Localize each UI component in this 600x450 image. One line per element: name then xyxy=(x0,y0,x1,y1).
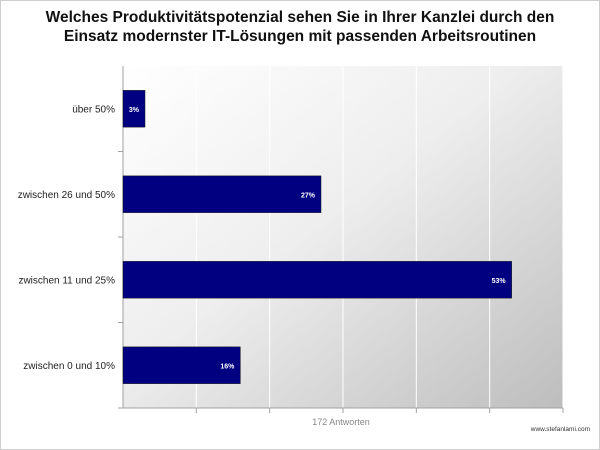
bars xyxy=(122,90,512,384)
data-label: 3% xyxy=(129,107,140,114)
bar xyxy=(122,90,146,128)
credit-text: www.stefanlami.com xyxy=(530,426,590,433)
chart-title-line-1: Welches Produktivitätspotenzial sehen Si… xyxy=(45,9,555,26)
data-label: 16% xyxy=(220,363,235,370)
gridlines xyxy=(195,66,564,408)
x-axis-label: 172 Antworten xyxy=(312,417,370,427)
data-label: 27% xyxy=(301,192,316,199)
category-label: zwischen 0 und 10% xyxy=(23,361,115,372)
chart-title: Welches Produktivitätspotenzial sehen Si… xyxy=(20,8,580,46)
data-labels: 3% 27% 53% 16% xyxy=(129,107,507,371)
bar xyxy=(122,261,512,299)
category-label: zwischen 26 und 50% xyxy=(18,190,115,201)
bar xyxy=(122,175,322,213)
category-label: zwischen 11 und 25% xyxy=(18,275,115,286)
bar xyxy=(122,346,241,384)
chart-title-line-2: Einsatz modernster IT-Lösungen mit passe… xyxy=(63,28,537,45)
category-labels: über 50% zwischen 26 und 50% zwischen 11 u… xyxy=(18,104,115,372)
category-label: über 50% xyxy=(72,104,115,115)
data-label: 53% xyxy=(492,278,507,285)
